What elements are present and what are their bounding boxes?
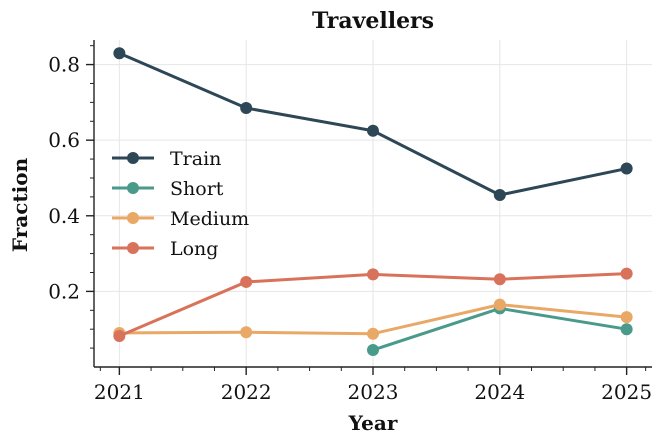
data-point-medium xyxy=(367,327,379,340)
data-point-train xyxy=(367,124,379,137)
x-tick-label: 2022 xyxy=(221,380,272,404)
data-point-train xyxy=(240,102,253,115)
grid xyxy=(94,40,652,367)
x-tick-label: 2023 xyxy=(348,380,399,404)
data-point-long xyxy=(240,275,253,288)
data-point-short xyxy=(620,323,633,336)
legend-swatch-marker xyxy=(127,242,139,254)
data-point-long xyxy=(367,268,379,281)
x-tick-label: 2021 xyxy=(94,380,145,404)
x-axis-label: Year xyxy=(348,411,398,435)
legend: Train Short Medium Long xyxy=(112,148,249,260)
legend-swatch-marker xyxy=(127,152,139,164)
data-point-train xyxy=(493,188,506,201)
data-point-long xyxy=(113,330,126,343)
y-tick-label: 0.2 xyxy=(48,279,80,303)
legend-label-long: Long xyxy=(170,238,218,260)
legend-swatch-marker xyxy=(127,182,139,194)
data-point-train xyxy=(620,162,633,175)
data-point-medium xyxy=(620,311,633,324)
data-point-long xyxy=(493,273,506,286)
data-point-long xyxy=(620,267,633,280)
data-point-medium xyxy=(493,298,506,311)
x-tick-label: 2024 xyxy=(474,380,525,404)
y-tick-label: 0.4 xyxy=(48,204,80,228)
data-point-medium xyxy=(240,326,253,339)
y-axis-label: Fraction xyxy=(8,157,32,252)
ticks: 0.2 0.4 0.6 0.8 2021 2022 2023 2024 2025 xyxy=(48,45,652,404)
legend-label-medium: Medium xyxy=(170,208,249,230)
legend-swatch-marker xyxy=(127,212,139,224)
data-point-short xyxy=(367,343,379,356)
series-layer xyxy=(113,47,633,356)
y-tick-label: 0.8 xyxy=(48,53,80,77)
chart-title: Travellers xyxy=(312,8,434,34)
x-tick-label: 2025 xyxy=(601,380,652,404)
legend-label-train: Train xyxy=(170,148,221,170)
y-tick-label: 0.6 xyxy=(48,128,80,152)
data-point-train xyxy=(113,47,126,60)
legend-label-short: Short xyxy=(170,178,224,200)
